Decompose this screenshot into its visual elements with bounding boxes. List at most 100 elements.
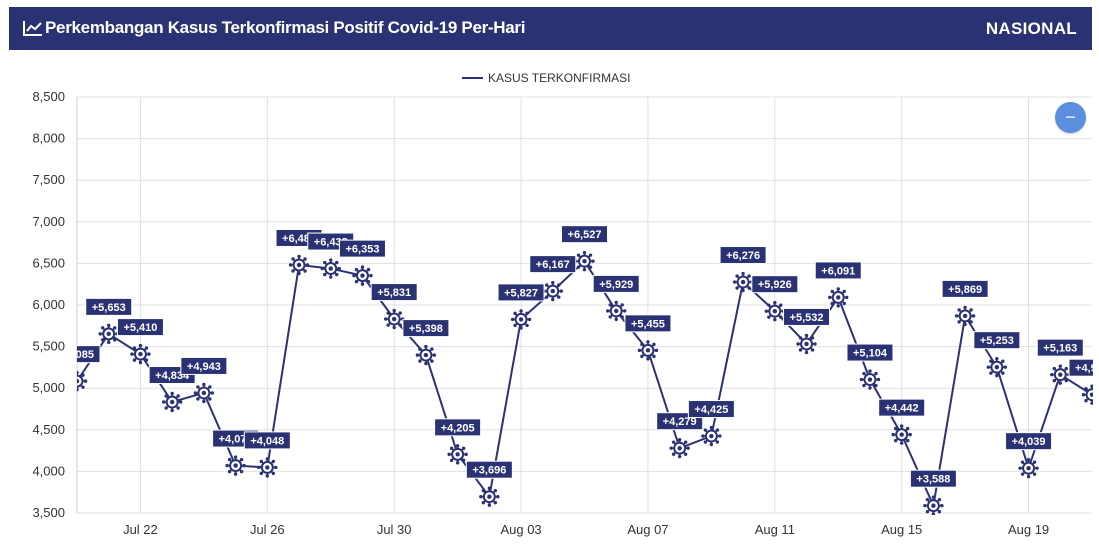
- data-label: +4,943: [187, 361, 221, 373]
- virus-icon: [447, 444, 468, 465]
- series-markers: +5,085+5,653+5,410+4,834+4,943+4,070+4,0…: [60, 225, 1099, 515]
- chart-header: Perkembangan Kasus Terkonfirmasi Positif…: [9, 7, 1092, 50]
- virus-icon: [383, 308, 405, 330]
- data-label: +4,922: [1075, 363, 1099, 375]
- chart-title: Perkembangan Kasus Terkonfirmasi Positif…: [45, 18, 526, 37]
- data-label-box: [180, 356, 228, 375]
- virus-icon: [77, 370, 88, 392]
- virus-icon: [130, 343, 151, 365]
- x-tick-label: Aug 19: [1008, 522, 1049, 537]
- virus-icon: [701, 425, 722, 447]
- data-label-box: [529, 255, 577, 274]
- virus-icon: [954, 305, 976, 327]
- data-label: +5,455: [631, 318, 665, 330]
- virus-icon: [669, 437, 690, 459]
- data-label-box: [1068, 358, 1093, 377]
- x-tick-label: Jul 22: [123, 522, 158, 537]
- data-label: +5,410: [123, 322, 157, 334]
- data-label-box: [783, 307, 831, 326]
- data-label-box: [77, 345, 101, 364]
- y-tick-label: 6,000: [32, 297, 65, 312]
- data-label: +5,653: [92, 302, 126, 314]
- y-tick-label: 6,500: [32, 255, 65, 270]
- virus-icon: [637, 340, 659, 361]
- data-label-box: [370, 283, 418, 302]
- data-label-box: [402, 319, 450, 338]
- data-label: +5,831: [377, 287, 411, 299]
- x-tick-label: Jul 30: [377, 522, 412, 537]
- data-label: +4,442: [885, 403, 919, 415]
- virus-icon: [1018, 457, 1039, 479]
- collapse-button[interactable]: −: [1055, 102, 1086, 133]
- data-label-box: [497, 283, 545, 302]
- region-label: NASIONAL: [985, 19, 1077, 38]
- virus-icon: [193, 382, 215, 404]
- y-tick-label: 4,000: [32, 463, 65, 478]
- data-label-box: [624, 314, 672, 333]
- virus-icon: [257, 457, 278, 478]
- data-label: +5,398: [409, 323, 443, 335]
- data-label: +5,085: [60, 349, 94, 361]
- series-line: [77, 259, 1093, 510]
- virus-icon: [923, 495, 944, 515]
- data-label-box: [85, 297, 133, 316]
- virus-icon: [859, 369, 881, 390]
- data-label-box: [846, 343, 894, 362]
- data-label: +4,048: [250, 435, 284, 447]
- virus-icon: [98, 323, 119, 345]
- data-label: +5,532: [790, 312, 824, 324]
- data-label: +6,527: [568, 229, 602, 241]
- data-label-box: [116, 318, 164, 337]
- minus-icon: −: [1065, 107, 1076, 127]
- virus-icon: [415, 344, 437, 366]
- daily-cases-chart: 3,500 4,000 4,500 5,000 5,500 6,000 6,500 7,000…: [32, 71, 1099, 537]
- data-label-box: [1036, 338, 1084, 357]
- data-label-box: [973, 331, 1021, 350]
- data-label-box: [719, 246, 767, 265]
- data-label-box: [592, 274, 640, 293]
- y-tick-label: 5,500: [32, 339, 65, 354]
- virus-icon: [606, 300, 627, 322]
- data-label: +4,039: [1012, 436, 1046, 448]
- data-label: +4,425: [694, 404, 728, 416]
- line-chart-icon: [23, 21, 42, 36]
- data-label-box: [243, 431, 291, 450]
- virus-icon: [574, 250, 595, 272]
- data-label: +5,827: [504, 287, 538, 299]
- data-label: +6,353: [345, 244, 379, 256]
- virus-icon: [288, 254, 310, 276]
- y-tick-label: 8,000: [32, 131, 65, 146]
- data-label-box: [878, 398, 926, 417]
- data-label: +6,091: [821, 265, 855, 277]
- data-label-box: [814, 261, 862, 280]
- virus-icon: [986, 356, 1008, 378]
- virus-icon: [1050, 364, 1071, 385]
- virus-icon: [542, 280, 563, 302]
- data-label: +5,253: [980, 335, 1014, 347]
- data-label-box: [561, 225, 608, 244]
- virus-icon: [1081, 384, 1093, 405]
- data-label: +6,167: [536, 259, 570, 271]
- x-tick-label: Aug 15: [881, 522, 922, 537]
- y-tick-label: 7,500: [32, 172, 65, 187]
- x-tick-label: Aug 11: [755, 522, 795, 537]
- virus-icon: [732, 271, 754, 293]
- virus-icon: [510, 309, 532, 330]
- virus-icon: [796, 333, 817, 355]
- y-tick-label: 8,500: [32, 89, 65, 104]
- virus-icon: [479, 486, 500, 507]
- data-label: +4,205: [441, 422, 475, 434]
- data-label: +5,163: [1043, 343, 1077, 355]
- data-label-box: [338, 239, 386, 258]
- data-label: +5,869: [948, 284, 982, 296]
- data-label: +4,279: [663, 416, 697, 428]
- y-tick-label: 3,500: [32, 505, 65, 520]
- x-tick-label: Jul 26: [250, 522, 285, 537]
- virus-icon: [352, 265, 373, 286]
- virus-icon: [225, 455, 246, 476]
- data-label-box: [909, 469, 957, 488]
- data-label: +5,104: [853, 348, 888, 360]
- y-tick-label: 4,500: [32, 422, 65, 437]
- y-tick-label: 7,000: [32, 214, 65, 229]
- data-label-box: [687, 400, 735, 419]
